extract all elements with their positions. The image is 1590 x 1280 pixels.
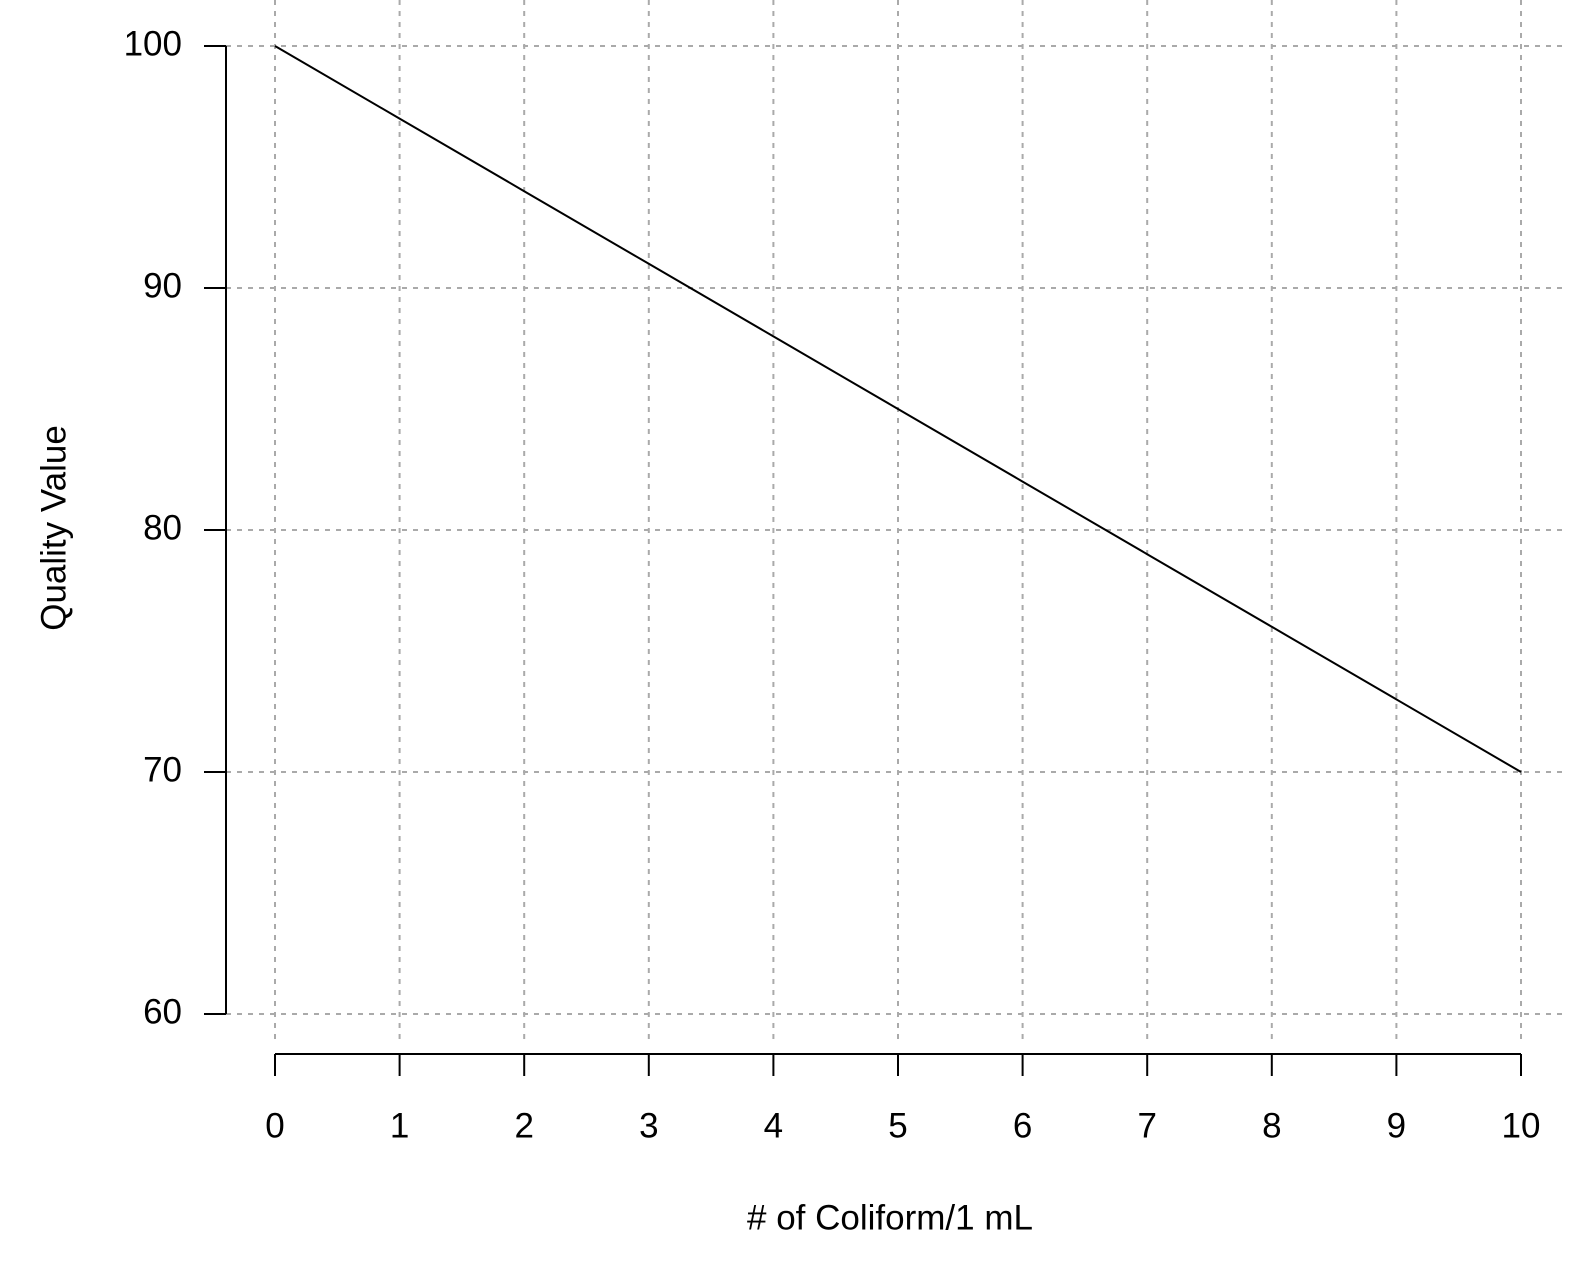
y-tick-label: 80	[143, 508, 182, 547]
x-tick-label: 8	[1262, 1106, 1281, 1145]
x-tick-label: 9	[1387, 1106, 1406, 1145]
y-axis-label: Quality Value	[34, 425, 73, 631]
x-tick-label: 0	[265, 1106, 284, 1145]
x-axis-label: # of Coliform/1 mL	[747, 1198, 1033, 1237]
y-tick-label: 70	[143, 750, 182, 789]
x-tick-label: 1	[390, 1106, 409, 1145]
x-tick-label: 3	[639, 1106, 658, 1145]
y-tick-label: 100	[124, 24, 182, 63]
series-line	[274, 45, 1522, 773]
x-tick-label: 5	[888, 1106, 907, 1145]
y-tick-label: 90	[143, 266, 182, 305]
x-tick-label: 7	[1137, 1106, 1156, 1145]
y-tick-label: 60	[143, 992, 182, 1031]
x-tick-label: 6	[1013, 1106, 1032, 1145]
x-tick-label: 2	[514, 1106, 533, 1145]
x-tick-label: 4	[764, 1106, 783, 1145]
x-tick-label: 10	[1502, 1106, 1541, 1145]
